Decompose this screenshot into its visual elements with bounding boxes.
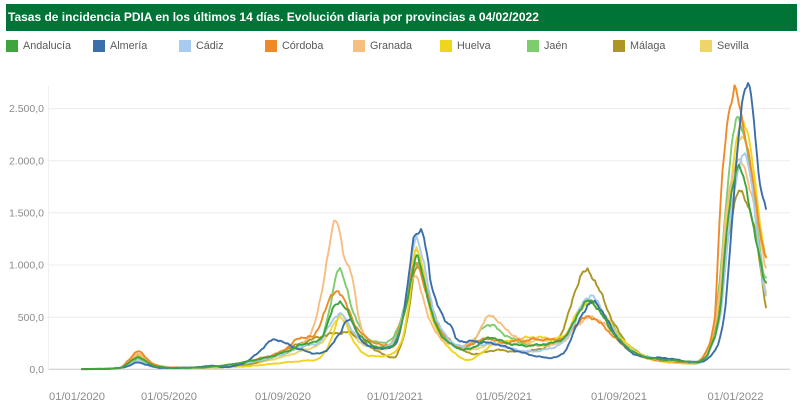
- svg-text:01/09/2020: 01/09/2020: [255, 391, 311, 403]
- svg-text:01/01/2020: 01/01/2020: [49, 391, 105, 403]
- svg-text:1.500,0: 1.500,0: [9, 207, 44, 219]
- svg-text:2.500,0: 2.500,0: [9, 103, 44, 115]
- svg-text:01/05/2021: 01/05/2021: [476, 391, 532, 403]
- svg-text:01/01/2022: 01/01/2022: [708, 391, 764, 403]
- svg-text:01/05/2020: 01/05/2020: [141, 391, 197, 403]
- svg-text:500,0: 500,0: [18, 312, 44, 324]
- svg-text:01/09/2021: 01/09/2021: [591, 391, 647, 403]
- svg-text:01/01/2021: 01/01/2021: [367, 391, 423, 403]
- svg-text:0,0: 0,0: [29, 364, 44, 376]
- svg-text:1.000,0: 1.000,0: [9, 260, 44, 272]
- svg-text:2.000,0: 2.000,0: [9, 155, 44, 167]
